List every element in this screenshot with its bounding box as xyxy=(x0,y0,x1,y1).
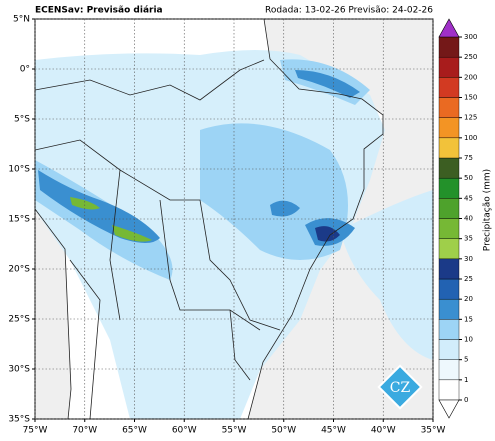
colorbar-tick-label: 20 xyxy=(464,295,473,303)
colorbar-tick-label: 25 xyxy=(464,275,473,283)
colorbar-tick-label: 5 xyxy=(464,356,468,364)
colorbar-tick-label: 45 xyxy=(464,194,473,202)
map xyxy=(34,18,434,420)
colorbar-under xyxy=(438,399,460,419)
colorbar-over xyxy=(438,18,460,38)
x-tick-label: 65°W xyxy=(122,426,147,436)
colorbar-swatch xyxy=(438,56,460,78)
x-tick-label: 50°W xyxy=(271,426,296,436)
borders xyxy=(35,59,281,419)
title: ECENSav: Previsão diária xyxy=(35,6,163,16)
colorbar-tick-label: 125 xyxy=(464,114,477,122)
colorbar-tick-label: 35 xyxy=(464,235,473,243)
y-tick-label: 30°S xyxy=(8,365,30,375)
colorbar-swatch xyxy=(438,258,460,280)
coastline xyxy=(35,19,384,419)
colorbar-tick-label: 250 xyxy=(464,53,477,61)
precip-heavy xyxy=(38,170,160,243)
precip-light-ocean xyxy=(340,190,433,360)
y-tick-label: 5°N xyxy=(13,15,30,25)
colorbar-swatch xyxy=(438,218,460,239)
x-tick-label: 70°W xyxy=(72,426,97,436)
colorbar-swatch xyxy=(438,77,460,98)
colorbar-swatch xyxy=(438,379,460,401)
run-info: Rodada: 13-02-26 Previsão: 24-02-26 xyxy=(265,6,433,16)
colorbar-tick-label: 40 xyxy=(464,215,473,223)
logo-diamond xyxy=(377,364,423,410)
colorbar-tick-label: 75 xyxy=(464,154,473,162)
y-tick-label: 20°S xyxy=(8,265,30,275)
colorbar-swatch xyxy=(438,177,460,199)
colorbar-tick-label: 300 xyxy=(464,33,477,41)
colorbar-tick-label: 30 xyxy=(464,255,473,263)
colorbar-tick-label: 15 xyxy=(464,315,473,323)
y-tick-label: 0° xyxy=(20,65,30,75)
colorbar-swatch xyxy=(438,36,460,58)
y-tick-label: 35°S xyxy=(8,415,30,425)
y-tick-label: 5°S xyxy=(14,115,30,125)
colorbar-swatch xyxy=(438,319,460,340)
colorbar-swatch xyxy=(438,298,460,320)
colorbar-tick-label: 150 xyxy=(464,94,477,102)
y-tick-label: 25°S xyxy=(8,315,30,325)
x-tick-label: 75°W xyxy=(23,426,48,436)
x-tick-label: 55°W xyxy=(222,426,247,436)
y-tick-label: 15°S xyxy=(8,215,30,225)
x-tick-label: 45°W xyxy=(321,426,346,436)
colorbar-swatch xyxy=(438,339,460,360)
y-tick-label: 10°S xyxy=(8,165,30,175)
colorbar-tick-label: 0 xyxy=(464,396,468,404)
x-tick-label: 60°W xyxy=(172,426,197,436)
logo-text: CZ xyxy=(390,380,411,396)
colorbar-label: Precipitação (mm) xyxy=(483,169,493,251)
colorbar-swatch xyxy=(438,117,460,139)
precip-heavy xyxy=(295,70,360,98)
colorbar-swatch xyxy=(438,157,460,179)
colorbar-tick-label: 10 xyxy=(464,336,473,344)
colorbar-swatch xyxy=(438,137,460,159)
logo: CZ xyxy=(377,364,423,410)
colorbar-swatch xyxy=(438,238,460,260)
precip-green xyxy=(70,197,152,242)
x-tick-label: 40°W xyxy=(371,426,396,436)
colorbar-swatch xyxy=(438,359,460,381)
x-tick-label: 35°W xyxy=(421,426,446,436)
colorbar-swatch xyxy=(438,198,460,219)
colorbar-tick-label: 100 xyxy=(464,134,477,142)
colorbar-swatch xyxy=(438,97,460,118)
colorbar-swatch xyxy=(438,278,460,300)
colorbar-tick-label: 50 xyxy=(464,174,473,182)
colorbar-tick-label: 200 xyxy=(464,73,477,81)
colorbar-tick-label: 1 xyxy=(464,376,468,384)
